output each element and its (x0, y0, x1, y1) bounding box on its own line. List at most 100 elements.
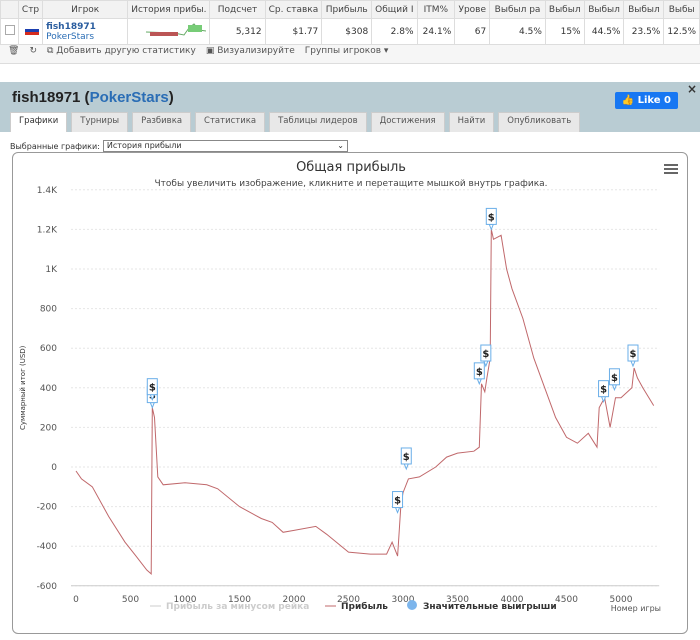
stat-cell: 2.8% (371, 18, 418, 45)
column-header[interactable]: Выбы (663, 0, 700, 19)
stats-grid: Стр Игрок История прибы. Подсчет Ср. ставка П… (0, 0, 700, 64)
chart-select[interactable]: История прибыли ⌄ (102, 140, 348, 152)
panel-title: fish18971 (PokerStars) (12, 89, 174, 106)
x-tick-label: 0 (73, 595, 79, 605)
profit-chart[interactable]: Общая прибыль Чтобы увеличить изображение… (12, 152, 688, 634)
y-tick-label: 600 (40, 344, 57, 354)
column-header[interactable]: Стр (17, 0, 44, 19)
dollar-icon: $ (476, 367, 483, 378)
column-header[interactable]: ITM% (416, 0, 456, 19)
stat-cell: 5,312 (209, 18, 266, 45)
dollar-icon: $ (611, 373, 618, 384)
column-header[interactable]: Общий I (371, 0, 418, 19)
menu-icon[interactable] (664, 164, 678, 174)
column-header[interactable]: Ср. ставка (264, 0, 323, 19)
x-tick-label: 2500 (337, 595, 360, 605)
row-checkbox[interactable] (0, 18, 19, 45)
player-link[interactable]: fish18971 (46, 21, 96, 32)
stat-cell: 44.5% (583, 18, 625, 45)
big-win-marker (400, 447, 412, 465)
big-win-marker-pointer (488, 223, 495, 231)
chart-subtitle: Чтобы увеличить изображение, кликните и … (154, 179, 547, 189)
column-header[interactable]: История прибы. (127, 0, 211, 19)
stat-cell: 23.5% (623, 18, 665, 45)
big-win-marker-pointer (403, 463, 410, 471)
stat-cell: $308 (321, 18, 373, 45)
dollar-icon: $ (488, 212, 495, 223)
column-header[interactable]: Прибыль (321, 0, 373, 19)
tab-5[interactable]: Достижения (370, 112, 445, 132)
column-header[interactable]: Выбыл (544, 0, 585, 19)
big-win-marker-pointer (476, 378, 483, 386)
stat-cell: 24.1% (416, 18, 456, 45)
y-tick-label: 200 (40, 423, 57, 433)
legend-item-rake[interactable]: Прибыль за минусом рейка (166, 601, 309, 612)
big-win-marker (473, 362, 485, 380)
column-header[interactable]: Подсчет (209, 0, 266, 19)
x-tick-label: 3500 (446, 595, 469, 605)
big-win-marker (392, 491, 404, 509)
trash-icon[interactable]: 🗑 (8, 46, 20, 56)
flag-icon (17, 18, 44, 45)
y-tick-label: 400 (40, 384, 57, 394)
x-tick-label: 1000 (174, 595, 197, 605)
tab-2[interactable]: Разбивка (132, 112, 192, 132)
y-axis-label: Суммарный итог (USD) (19, 345, 27, 430)
big-win-marker (485, 207, 497, 225)
stat-cell: 15% (544, 18, 585, 45)
x-axis-label: Номер игры (611, 604, 661, 613)
dollar-icon: $ (600, 385, 607, 396)
visualize-button[interactable]: ▣ Визуализируйте (205, 46, 295, 56)
x-tick-label: 3000 (392, 595, 415, 605)
select-label: Выбранные графики: (10, 141, 100, 151)
stat-cell: 4.5% (489, 18, 546, 45)
y-tick-label: 800 (40, 305, 57, 315)
x-tick-label: 4000 (501, 595, 524, 605)
column-header[interactable]: Выбыл ра (489, 0, 546, 19)
tab-0[interactable]: Графики (10, 112, 68, 132)
stat-cell: 67 (454, 18, 491, 45)
y-tick-label: -200 (37, 503, 58, 513)
column-header[interactable]: Урове (454, 0, 491, 19)
legend-marker-big-wins (407, 600, 417, 610)
site-link[interactable]: PokerStars (89, 89, 169, 106)
add-stat-button[interactable]: ⧉ Добавить другую статистику (46, 46, 196, 56)
y-tick-label: -600 (37, 582, 58, 592)
big-win-marker-pointer (149, 402, 156, 409)
dollar-icon: $ (482, 349, 489, 360)
player-groups-dropdown[interactable]: Группы игроков ▾ (304, 46, 389, 56)
site-link[interactable]: PokerStars (46, 31, 95, 42)
stat-cell: $1.77 (264, 18, 323, 45)
legend-item-big-wins[interactable]: Значительные выигрыши (423, 602, 557, 612)
dollar-icon: $ (403, 452, 410, 463)
tab-1[interactable]: Турниры (71, 112, 129, 132)
column-header[interactable]: Игрок (42, 0, 129, 19)
y-tick-label: 1.2K (37, 225, 58, 235)
x-tick-label: 2000 (283, 595, 306, 605)
tab-4[interactable]: Таблицы лидеров (269, 112, 367, 132)
tab-7[interactable]: Опубликовать (498, 112, 581, 132)
dollar-icon: $ (394, 496, 401, 507)
big-win-marker (146, 378, 158, 396)
column-header[interactable]: Выбыл (623, 0, 665, 19)
y-tick-label: -400 (37, 542, 58, 552)
x-tick-label: 500 (122, 595, 139, 605)
close-icon[interactable]: × (686, 82, 697, 96)
y-tick-label: 1K (45, 265, 58, 275)
big-win-marker-pointer (630, 360, 636, 368)
tab-6[interactable]: Найти (448, 112, 495, 132)
big-win-marker-pointer (394, 507, 401, 514)
big-win-marker (608, 368, 620, 386)
select-all-checkbox[interactable] (0, 0, 19, 19)
like-button[interactable]: 👍 Like 0 (614, 92, 678, 109)
x-tick-label: 1500 (228, 595, 251, 605)
player-panel: fish18971 (PokerStars) 👍 Like 0 × График… (0, 82, 700, 640)
y-tick-label: 0 (51, 463, 57, 473)
refresh-icon[interactable]: ↻ (29, 46, 37, 56)
tab-3[interactable]: Статистика (195, 112, 266, 132)
x-tick-label: 5000 (610, 595, 633, 605)
profit-line (75, 229, 655, 576)
legend-item-profit[interactable]: Прибыль (341, 601, 388, 612)
column-header[interactable]: Выбыл (583, 0, 625, 19)
profit-sparkline (127, 18, 211, 45)
